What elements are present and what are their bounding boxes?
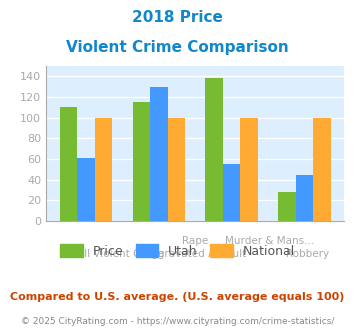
Bar <box>206 79 223 221</box>
Legend: Price, Utah, National: Price, Utah, National <box>55 239 300 263</box>
Text: Robbery: Robbery <box>285 249 329 259</box>
Text: Violent Crime Comparison: Violent Crime Comparison <box>66 40 289 54</box>
Bar <box>240 118 258 221</box>
Bar <box>150 87 168 221</box>
Text: 2018 Price: 2018 Price <box>132 10 223 25</box>
Bar <box>132 102 150 221</box>
Bar <box>95 118 112 221</box>
Bar <box>77 158 95 221</box>
Text: Aggravated Assault: Aggravated Assault <box>144 249 246 259</box>
Text: Compared to U.S. average. (U.S. average equals 100): Compared to U.S. average. (U.S. average … <box>10 292 345 302</box>
Text: All Violent Crime: All Violent Crime <box>77 249 164 259</box>
Text: Murder & Mans...: Murder & Mans... <box>225 236 315 246</box>
Bar <box>278 192 296 221</box>
Bar <box>60 107 77 221</box>
Bar <box>168 118 185 221</box>
Bar <box>296 175 313 221</box>
Text: Rape: Rape <box>182 236 208 246</box>
Bar <box>313 118 331 221</box>
Bar <box>223 164 240 221</box>
Text: © 2025 CityRating.com - https://www.cityrating.com/crime-statistics/: © 2025 CityRating.com - https://www.city… <box>21 317 334 326</box>
